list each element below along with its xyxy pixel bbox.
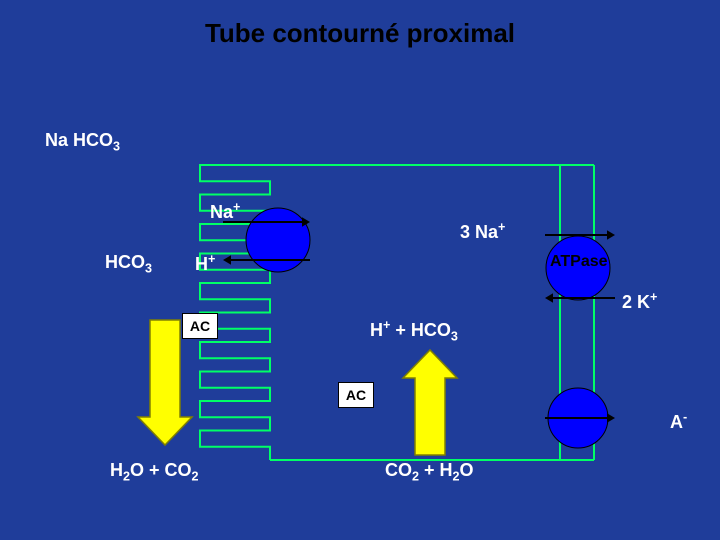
label-three_na: 3 Na+	[460, 220, 505, 243]
label-h2o_co2_l: H2O + CO2	[110, 460, 199, 484]
arrow-2k-in-head	[545, 293, 553, 303]
arrow-h-out-head	[223, 255, 231, 265]
label-ac_left: AC	[182, 313, 218, 339]
label-atpase: ATPase	[550, 253, 608, 271]
apical_upper-circle	[246, 208, 310, 272]
diagram-stage: Tube contourné proximal Na HCO3 Na+ HCO3 H+ A…	[0, 0, 720, 540]
big-arrow-up	[403, 350, 457, 455]
title: Tube contourné proximal	[0, 18, 720, 49]
label-h_plus: H+	[195, 252, 215, 275]
label-na_plus: Na+	[210, 200, 240, 223]
label-na_hco3_top: Na HCO3	[45, 130, 120, 154]
label-a_minus: A-	[670, 410, 687, 433]
arrow-3na-out-head	[607, 230, 615, 240]
arrow-a-out-head	[607, 413, 615, 423]
label-h_hco3_mid: H+ + HCO3	[370, 318, 458, 344]
label-co2_h2o_r: CO2 + H2O	[385, 460, 474, 484]
label-hco3_left: HCO3	[105, 252, 152, 276]
label-ac_mid: AC	[338, 382, 374, 408]
label-two_k: 2 K+	[622, 290, 657, 313]
